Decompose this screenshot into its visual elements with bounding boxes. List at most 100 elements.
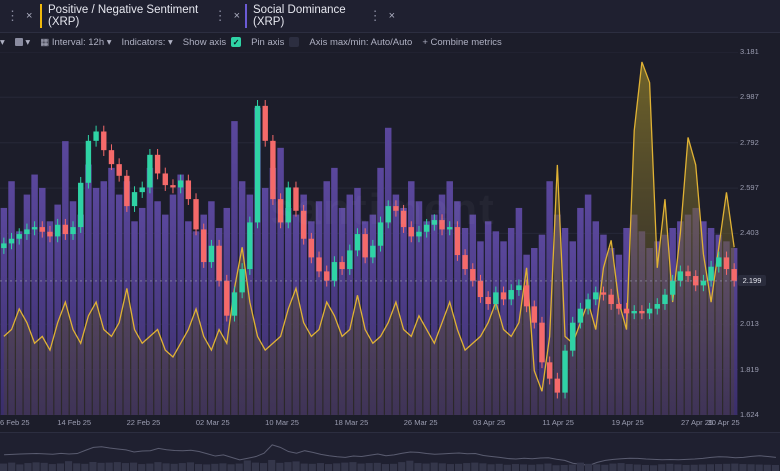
navigator-volume-bar xyxy=(89,462,97,471)
tab-menu-icon[interactable]: ⋮ xyxy=(368,8,382,23)
navigator-volume-bar xyxy=(625,464,633,471)
navigator-volume-bar xyxy=(503,464,511,471)
close-icon[interactable]: × xyxy=(26,10,33,22)
volume-bar xyxy=(208,201,215,415)
navigator-volume-bar xyxy=(463,463,471,471)
navigator-volume-bar xyxy=(219,463,227,471)
indicators-label: Indicators: xyxy=(121,36,166,48)
navigator-volume-bar xyxy=(698,464,706,471)
sentiment-area xyxy=(3,62,735,415)
interval-selector[interactable]: ▦ Interval: 12h ▾ xyxy=(40,36,112,48)
volume-bar xyxy=(162,214,169,415)
navigator-volume-bar xyxy=(771,465,779,471)
navigator-volume-bar xyxy=(593,464,601,471)
candle-body xyxy=(193,199,199,230)
navigator-volume-bar xyxy=(113,462,121,471)
candle-body xyxy=(400,210,407,228)
navigator-volume-bar xyxy=(16,464,24,471)
candle-body xyxy=(324,271,330,281)
navigator-volume-bar xyxy=(325,464,333,471)
candle-body xyxy=(85,140,92,183)
navigator-volume-bar xyxy=(268,459,276,471)
navigator-volume-bar xyxy=(446,464,454,471)
chart-toolbar: ▾ ▾ ▦ Interval: 12h ▾ Indicators: ▾ Show… xyxy=(0,32,780,52)
volume-bar xyxy=(469,214,477,415)
navigator-volume-bar xyxy=(430,462,438,471)
candle-body xyxy=(293,187,299,211)
pin-axis-toggle[interactable]: Pin axis xyxy=(251,36,300,48)
show-axis-toggle[interactable]: Show axis ✓ xyxy=(183,37,242,48)
tab-previous[interactable]: ⋮ × xyxy=(0,4,38,28)
navigator-chart[interactable] xyxy=(0,432,780,471)
volume-bar xyxy=(169,194,177,415)
volume-bar xyxy=(261,187,269,415)
tab-menu-icon[interactable]: ⋮ xyxy=(6,8,19,23)
checkbox-checked-icon[interactable]: ✓ xyxy=(231,37,242,47)
candle-body xyxy=(708,266,714,281)
indicators-selector[interactable]: Indicators: ▾ xyxy=(121,36,173,48)
navigator-volume-bar xyxy=(211,463,219,471)
candle-body xyxy=(262,105,268,141)
candle-body xyxy=(623,308,630,314)
tab-sentiment[interactable]: Positive / Negative Sentiment (XRP) ⋮ × xyxy=(40,4,240,28)
tab-social-dominance[interactable]: Social Dominance (XRP) ⋮ × xyxy=(245,4,395,28)
watermark: santiment xyxy=(270,185,496,234)
navigator-volume-bar xyxy=(308,463,316,471)
candle-body xyxy=(39,227,45,232)
candle-body xyxy=(439,220,445,230)
close-icon[interactable]: × xyxy=(388,10,395,22)
navigator-volume-bar xyxy=(235,463,243,471)
candle-body xyxy=(585,299,591,309)
candle-body xyxy=(669,280,676,295)
candle-body xyxy=(24,229,30,235)
volume-bar xyxy=(561,227,569,415)
candle-body xyxy=(116,164,122,176)
candle-body xyxy=(108,150,115,165)
candle-body xyxy=(93,131,99,141)
candle-body xyxy=(631,311,637,314)
close-icon[interactable]: × xyxy=(233,10,240,22)
navigator-volume-bar xyxy=(455,463,463,471)
navigator-volume-bar xyxy=(560,465,568,471)
volume-bar xyxy=(277,147,284,415)
volume-bar xyxy=(477,241,484,415)
y-tick-label: 2.792 xyxy=(740,137,759,147)
chevron-down-icon[interactable]: ▾ xyxy=(0,36,5,48)
candle-body xyxy=(562,350,568,393)
candle-body xyxy=(493,292,499,305)
navigator-volume-bar xyxy=(341,462,349,471)
navigator-volume-bar xyxy=(544,463,552,471)
tab-menu-icon[interactable]: ⋮ xyxy=(213,8,227,23)
pin-axis-label: Pin axis xyxy=(251,36,285,48)
price-chart[interactable] xyxy=(0,52,738,415)
navigator-volume-bar xyxy=(276,462,284,471)
price-tag: 2.199 xyxy=(738,274,766,286)
candle-body xyxy=(470,269,476,281)
candle-body xyxy=(201,229,207,263)
navigator-volume-bar xyxy=(576,462,584,471)
navigator-volume-bar xyxy=(292,461,300,471)
candle-body xyxy=(723,257,730,270)
axis-maxmin-selector[interactable]: Axis max/min: Auto/Auto xyxy=(309,37,412,48)
x-tick-label: 22 Feb 25 xyxy=(126,418,161,427)
volume-bar xyxy=(8,181,15,415)
candle-body xyxy=(170,185,176,188)
color-swatch-icon[interactable]: ▾ xyxy=(14,37,30,48)
volume-bar xyxy=(546,181,553,415)
candle-body xyxy=(654,304,660,309)
navigator-volume-bar xyxy=(203,464,211,471)
volume-bar xyxy=(338,207,346,415)
candle-body xyxy=(62,224,69,235)
tab-label: Positive / Negative Sentiment (XRP) xyxy=(48,4,199,28)
volume-bar xyxy=(454,201,461,415)
volume-bar xyxy=(138,207,146,415)
candle-body xyxy=(570,322,576,351)
volume-bar xyxy=(400,207,407,415)
candle-body xyxy=(477,280,484,298)
navigator-volume-bar xyxy=(617,463,625,471)
navigator-volume-bar xyxy=(763,464,771,471)
combine-metrics-button[interactable]: + Combine metrics xyxy=(422,37,501,48)
interval-label: Interval: 12h xyxy=(51,36,105,48)
checkbox-unchecked-icon[interactable] xyxy=(289,37,300,47)
x-tick-label: 02 Mar 25 xyxy=(195,418,230,427)
